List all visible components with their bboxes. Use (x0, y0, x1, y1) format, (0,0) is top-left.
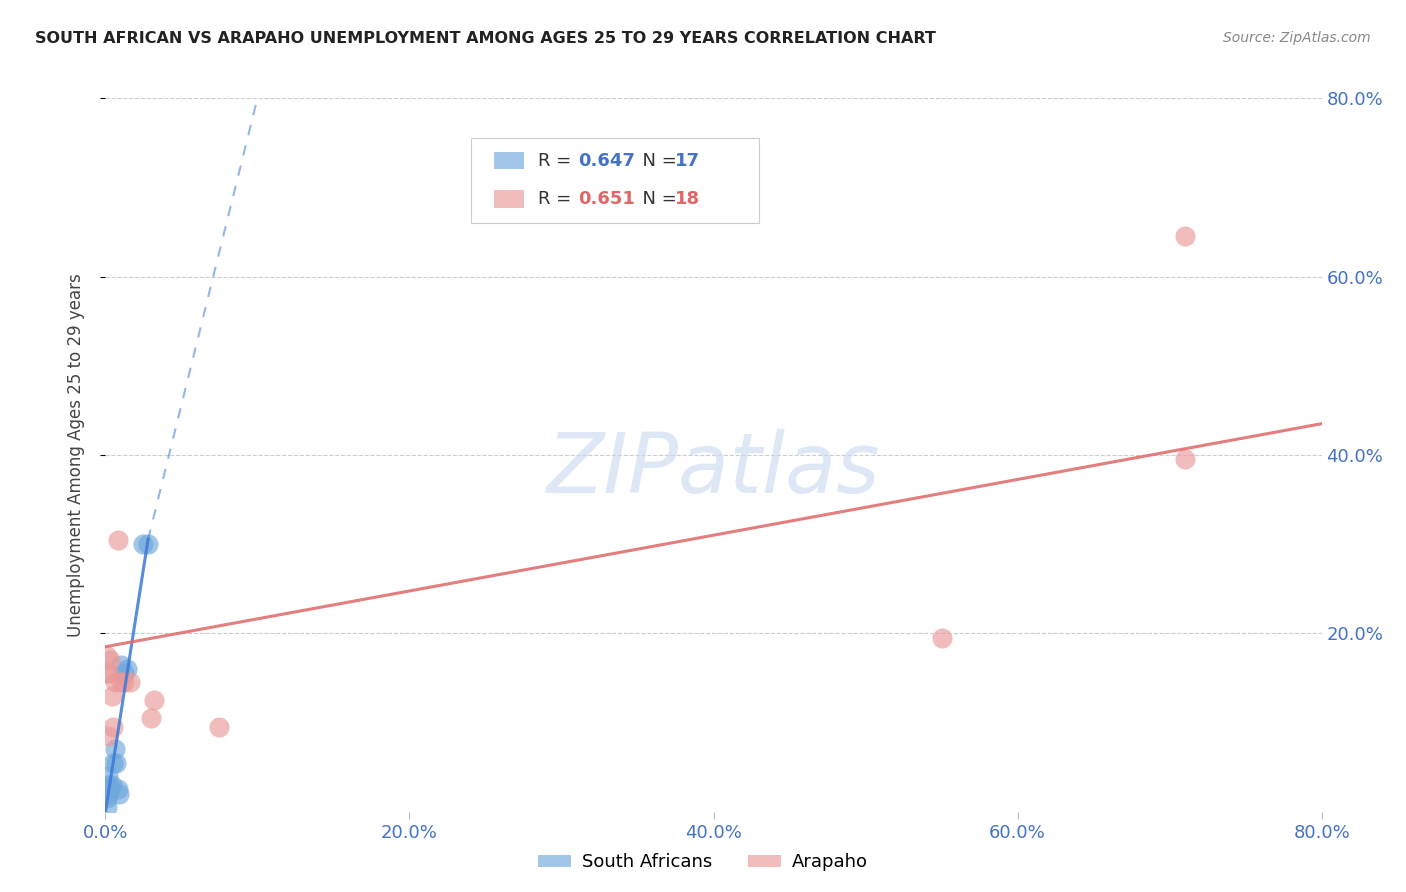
Legend: South Africans, Arapaho: South Africans, Arapaho (531, 847, 875, 879)
Point (98, 782, 121, 797)
Point (101, 720, 124, 734)
Point (143, 693, 166, 707)
Point (208, 720, 231, 734)
Point (98, 653, 121, 667)
Point (1174, 229, 1197, 244)
Point (100, 689, 122, 703)
Point (100, 778, 122, 792)
Point (97, 778, 120, 792)
Point (97, 787, 120, 801)
Point (110, 675, 132, 690)
Point (112, 666, 135, 681)
Point (103, 675, 125, 690)
Point (97, 729, 120, 743)
Point (107, 533, 129, 547)
Text: N =: N = (631, 190, 683, 208)
Point (97, 769, 120, 783)
Text: Source: ZipAtlas.com: Source: ZipAtlas.com (1223, 31, 1371, 45)
Point (101, 756, 124, 770)
Point (96, 648, 118, 663)
Point (139, 711, 162, 725)
Point (103, 742, 125, 756)
Text: 0.647: 0.647 (578, 152, 634, 169)
Text: 17: 17 (675, 152, 700, 169)
Point (97, 666, 120, 681)
Point (108, 787, 131, 801)
Text: 0.651: 0.651 (578, 190, 634, 208)
Point (1174, 452, 1197, 467)
Point (96, 666, 118, 681)
Point (96, 791, 118, 805)
Text: SOUTH AFRICAN VS ARAPAHO UNEMPLOYMENT AMONG AGES 25 TO 29 YEARS CORRELATION CHAR: SOUTH AFRICAN VS ARAPAHO UNEMPLOYMENT AM… (35, 31, 936, 46)
Point (118, 675, 141, 690)
Text: R =: R = (538, 152, 578, 169)
Point (136, 537, 159, 551)
Point (112, 675, 135, 690)
Text: 18: 18 (675, 190, 700, 208)
Text: ZIPatlas: ZIPatlas (547, 429, 880, 509)
Y-axis label: Unemployment Among Ages 25 to 29 years: Unemployment Among Ages 25 to 29 years (66, 273, 84, 637)
Point (107, 782, 129, 797)
Point (115, 662, 138, 676)
Point (931, 631, 953, 645)
Point (110, 657, 132, 672)
Point (105, 756, 128, 770)
Point (132, 537, 155, 551)
Text: N =: N = (631, 152, 683, 169)
Text: R =: R = (538, 190, 578, 208)
Point (96, 800, 118, 814)
